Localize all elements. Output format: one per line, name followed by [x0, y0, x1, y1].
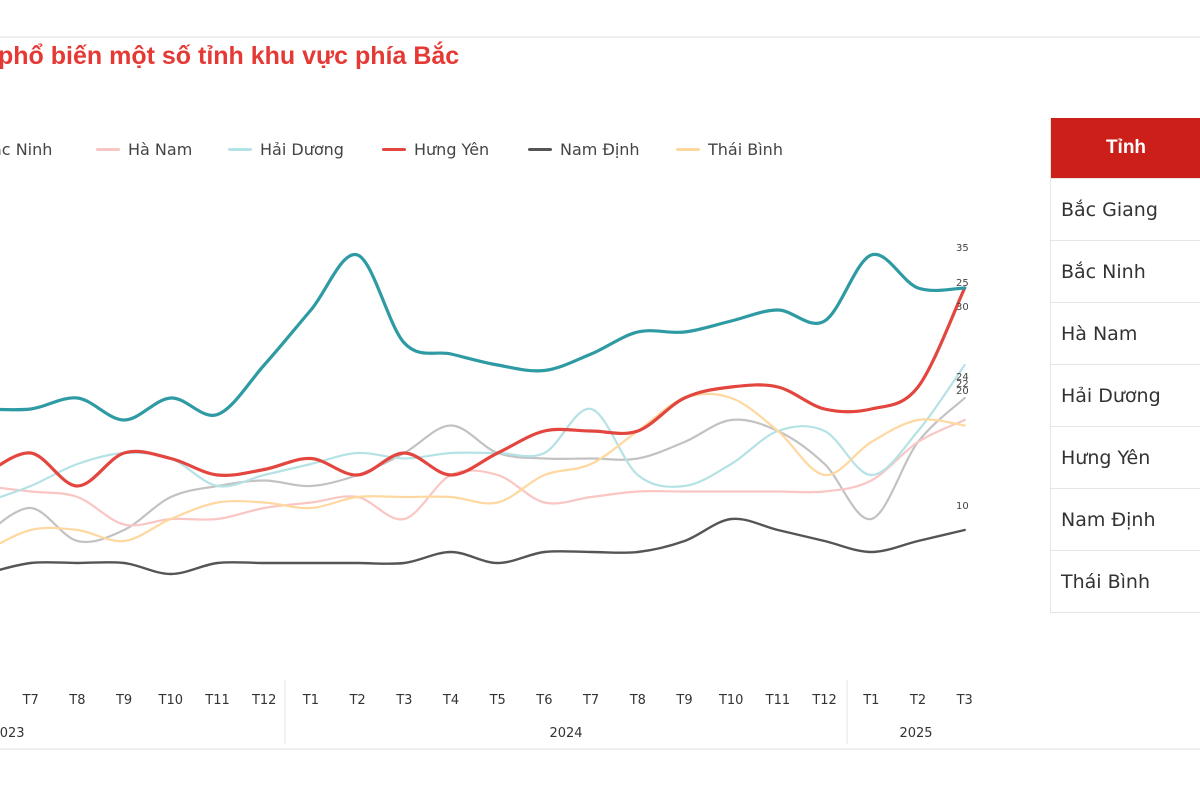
x-tick-label: T1	[862, 693, 879, 708]
legend-item-bac-ninh: ắc Ninh	[0, 136, 52, 162]
data-label: 10	[956, 501, 969, 512]
x-tick-label: T12	[811, 693, 836, 708]
x-tick-label: T10	[158, 693, 183, 708]
data-label: 25	[956, 278, 969, 289]
legend-label: ắc Ninh	[0, 139, 53, 159]
x-tick-label: T7	[22, 693, 39, 708]
chart-title: phổ biến một số tỉnh khu vực phía Bắc	[0, 42, 460, 70]
x-tick-label: T11	[204, 693, 229, 708]
legend-swatch	[96, 147, 120, 151]
table-row: Hưng Yên	[1051, 426, 1200, 488]
legend-swatch	[528, 147, 552, 151]
table-row: Hà Nam	[1051, 302, 1200, 364]
x-tick-label: T1	[302, 693, 319, 708]
legend-label: Thái Bình	[708, 139, 783, 159]
legend-item-thai-binh: Thái Bình	[676, 136, 783, 162]
table-row: Hải Dương	[1051, 364, 1200, 426]
year-label: 2023	[0, 726, 25, 741]
table-row: Thái Bình	[1051, 550, 1200, 612]
data-label: 20	[956, 386, 969, 397]
legend-item-ha-nam: Hà Nam	[96, 136, 192, 162]
series-line-hai-duong	[0, 363, 966, 499]
data-label: 35	[956, 243, 969, 254]
legend-swatch	[382, 147, 406, 151]
series-line-thai-binh	[0, 392, 966, 545]
bottom-divider	[0, 748, 1200, 750]
series-line-hung-yen	[0, 286, 967, 488]
data-label: 24	[956, 372, 969, 383]
series-line-bac-giang	[0, 252, 967, 422]
x-tick-label: T9	[675, 693, 692, 708]
x-tick-label: T6	[535, 693, 552, 708]
x-tick-label: T9	[115, 693, 132, 708]
x-tick-label: T4	[442, 693, 459, 708]
x-tick-label: T3	[956, 693, 973, 708]
series-line-nam-dinh	[0, 517, 966, 576]
x-tick-label: T12	[251, 693, 276, 708]
legend-item-hai-duong: Hải Dương	[228, 136, 344, 162]
series-line-nam-dinh-xam-nhat	[0, 396, 966, 543]
x-tick-label: T10	[718, 693, 743, 708]
table-row: Bắc Ninh	[1051, 240, 1200, 302]
year-label: 2024	[549, 726, 582, 741]
legend-label: Hưng Yên	[414, 139, 490, 159]
province-table: Tỉnh Bắc Giang Bắc Ninh Hà Nam Hải Dương…	[1050, 118, 1200, 613]
legend-label: Hà Nam	[128, 139, 193, 159]
legend-item-nam-dinh: Nam Định	[528, 136, 640, 162]
year-label: 2025	[899, 726, 932, 741]
table-header: Tỉnh	[1051, 118, 1200, 178]
x-tick-label: T2	[348, 693, 365, 708]
top-divider	[0, 36, 1200, 38]
data-label: 22	[956, 379, 969, 390]
series-line-ha-nam	[0, 418, 966, 527]
x-tick-label: T3	[395, 693, 412, 708]
x-tick-label: T2	[909, 693, 926, 708]
x-tick-label: T11	[765, 693, 790, 708]
x-tick-label: T5	[489, 693, 506, 708]
legend-label: Nam Định	[560, 139, 640, 159]
data-label: 30	[956, 302, 969, 313]
legend-item-hung-yen: Hưng Yên	[382, 136, 489, 162]
table-row: Bắc Giang	[1051, 178, 1200, 240]
legend-label: Hải Dương	[260, 139, 344, 159]
chart-legend: ắc Ninh Hà Nam Hải Dương Hưng Yên Nam Đị…	[0, 136, 820, 162]
x-tick-label: T8	[68, 693, 85, 708]
x-tick-label: T7	[582, 693, 599, 708]
legend-swatch	[676, 147, 700, 151]
table-row: Nam Định	[1051, 488, 1200, 550]
legend-swatch	[228, 147, 252, 151]
x-tick-label: T8	[629, 693, 646, 708]
